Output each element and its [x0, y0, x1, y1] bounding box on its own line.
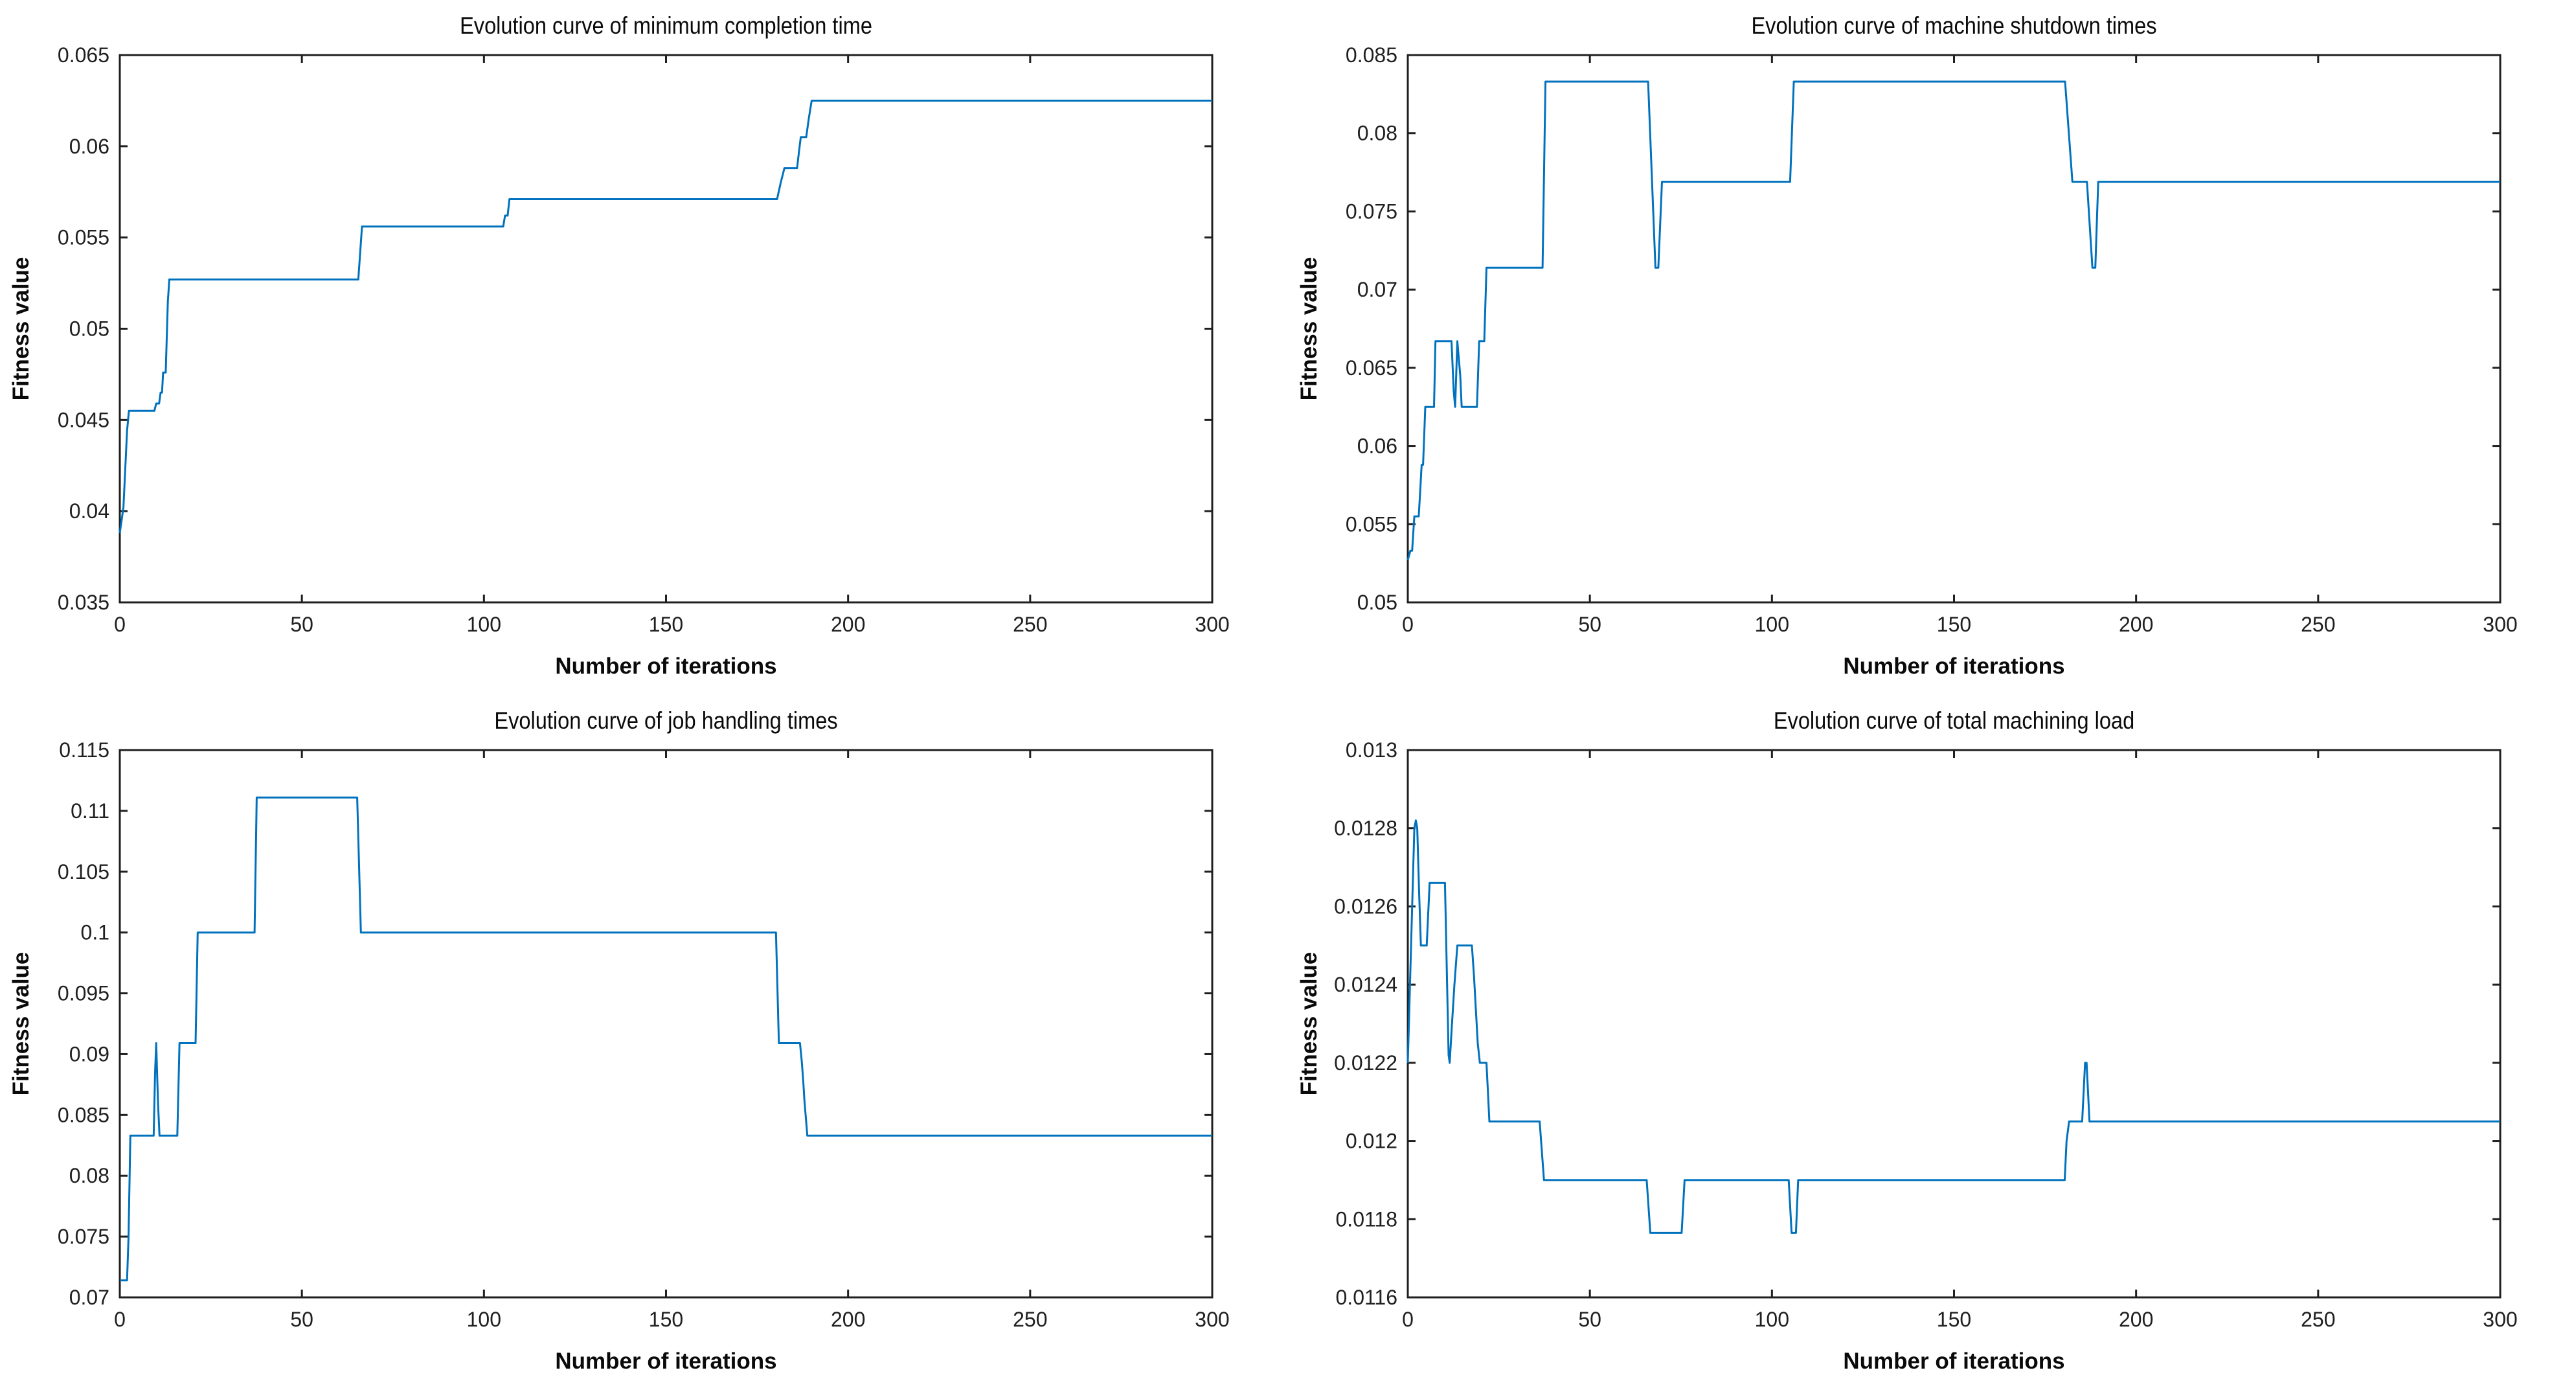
y-tick-label: 0.075: [1346, 199, 1397, 223]
y-tick-label: 0.07: [69, 1286, 109, 1309]
plot-border: [119, 749, 1214, 1299]
y-tick-label: 0.045: [58, 408, 109, 431]
x-tick-label: 50: [1578, 1308, 1601, 1331]
y-tick-label: 0.013: [1346, 738, 1397, 762]
y-tick-label: 0.0116: [1336, 1286, 1398, 1309]
plot-border: [1407, 54, 2502, 604]
y-tick-label: 0.065: [1346, 356, 1397, 380]
y-tick-label: 0.085: [58, 1103, 109, 1126]
x-tick-label: 50: [290, 1308, 313, 1331]
y-tick-label: 0.075: [58, 1225, 109, 1248]
chart-panel-machine-shutdown-times: 0 50 100 150 200 250 300 0.05 0.055 0.06 0.065 0.07…: [1288, 0, 2576, 695]
x-tick-label: 0: [1402, 1308, 1414, 1331]
fitness-curve: [1407, 819, 2500, 1234]
y-tick-label: 0.1: [81, 921, 109, 944]
plot-border: [1407, 749, 2502, 1299]
y-tick-label: 0.11: [71, 799, 109, 823]
x-tick-label: 300: [1195, 1308, 1229, 1331]
y-axis-label: Fitness value: [1296, 952, 1322, 1096]
y-axis-label: Fitness value: [8, 952, 34, 1096]
chart-svg: 0 50 100 150 200 250 300 0.07 0.075 0.08 0.085 0.09…: [8, 707, 1230, 1374]
y-tick-label: 0.0118: [1336, 1207, 1398, 1231]
x-tick-label: 100: [467, 1308, 501, 1331]
y-axis-label: Fitness value: [1296, 257, 1322, 401]
y-tick-label: 0.06: [69, 135, 109, 158]
x-tick-label: 250: [1013, 1308, 1047, 1331]
x-tick-label: 150: [649, 613, 683, 636]
x-tick-label: 300: [2483, 1308, 2517, 1331]
x-tick-label: 300: [2483, 613, 2517, 636]
x-tick-label: 150: [1937, 1308, 1971, 1331]
y-tick-label: 0.09: [69, 1042, 109, 1065]
x-tick-label: 50: [290, 613, 313, 636]
x-tick-label: 200: [2119, 1308, 2153, 1331]
y-tick-label: 0.0126: [1334, 894, 1397, 918]
y-tick-label: 0.055: [1346, 512, 1397, 536]
x-tick-label: 150: [1937, 613, 1971, 636]
y-tick-label: 0.0122: [1334, 1051, 1397, 1075]
y-tick-label: 0.012: [1346, 1130, 1397, 1153]
chart-panel-job-handling-times: 0 50 100 150 200 250 300 0.07 0.075 0.08 0.085 0.09…: [0, 695, 1288, 1390]
chart-title: Evolution curve of minimum completion ti…: [460, 12, 872, 39]
fitness-curve: [119, 99, 1212, 534]
y-tick-label: 0.06: [1357, 435, 1397, 458]
y-tick-label: 0.08: [69, 1164, 109, 1187]
y-axis-label: Fitness value: [8, 257, 34, 401]
y-tick-label: 0.0128: [1334, 817, 1397, 840]
x-tick-label: 50: [1578, 613, 1601, 636]
y-tick-label: 0.08: [1357, 122, 1397, 145]
fitness-curve: [120, 796, 1212, 1282]
x-tick-label: 0: [114, 613, 126, 636]
fitness-curve: [1407, 80, 2500, 561]
y-tick-label: 0.065: [58, 43, 109, 67]
chart-panel-total-machining-load: 0 50 100 150 200 250 300 0.0116 0.0118 0.012 0.012…: [1288, 695, 2576, 1390]
x-tick-label: 100: [467, 613, 501, 636]
x-tick-label: 0: [114, 1308, 126, 1331]
x-tick-label: 150: [649, 1308, 683, 1331]
chart-svg: 0 50 100 150 200 250 300 0.035 0.04 0.045 0.05 0.05…: [8, 12, 1230, 679]
y-tick-label: 0.05: [1357, 591, 1397, 614]
x-tick-label: 200: [2119, 613, 2153, 636]
x-axis-label: Number of iterations: [555, 1349, 776, 1374]
y-tick-label: 0.095: [58, 982, 109, 1005]
y-tick-label: 0.04: [69, 499, 109, 523]
plot-border: [119, 54, 1214, 604]
x-tick-label: 100: [1755, 613, 1789, 636]
y-tick-label: 0.035: [58, 591, 109, 614]
x-axis-label: Number of iterations: [1843, 654, 2064, 679]
x-tick-label: 250: [2301, 613, 2335, 636]
y-tick-label: 0.105: [58, 860, 109, 883]
x-tick-label: 0: [1402, 613, 1414, 636]
x-tick-label: 200: [831, 613, 865, 636]
y-tick-label: 0.05: [69, 317, 109, 341]
y-tick-label: 0.085: [1346, 43, 1397, 67]
x-tick-label: 250: [2301, 1308, 2335, 1331]
x-tick-label: 250: [1013, 613, 1047, 636]
chart-panel-minimum-completion-time: 0 50 100 150 200 250 300 0.035 0.04 0.045 0.05 0.05…: [0, 0, 1288, 695]
chart-svg: 0 50 100 150 200 250 300 0.0116 0.0118 0.012 0.012…: [1296, 707, 2518, 1374]
x-tick-label: 300: [1195, 613, 1229, 636]
y-tick-label: 0.115: [59, 738, 109, 762]
chart-title: Evolution curve of total machining load: [1774, 707, 2134, 734]
chart-svg: 0 50 100 150 200 250 300 0.05 0.055 0.06 0.065 0.07…: [1296, 12, 2518, 679]
chart-title: Evolution curve of machine shutdown time…: [1751, 12, 2156, 39]
x-axis-label: Number of iterations: [555, 654, 776, 679]
x-tick-label: 100: [1755, 1308, 1789, 1331]
y-tick-label: 0.0124: [1334, 973, 1397, 996]
chart-title: Evolution curve of job handling times: [494, 707, 837, 734]
y-tick-label: 0.055: [58, 226, 109, 249]
x-tick-label: 200: [831, 1308, 865, 1331]
y-tick-label: 0.07: [1357, 278, 1397, 301]
x-axis-label: Number of iterations: [1843, 1349, 2064, 1374]
